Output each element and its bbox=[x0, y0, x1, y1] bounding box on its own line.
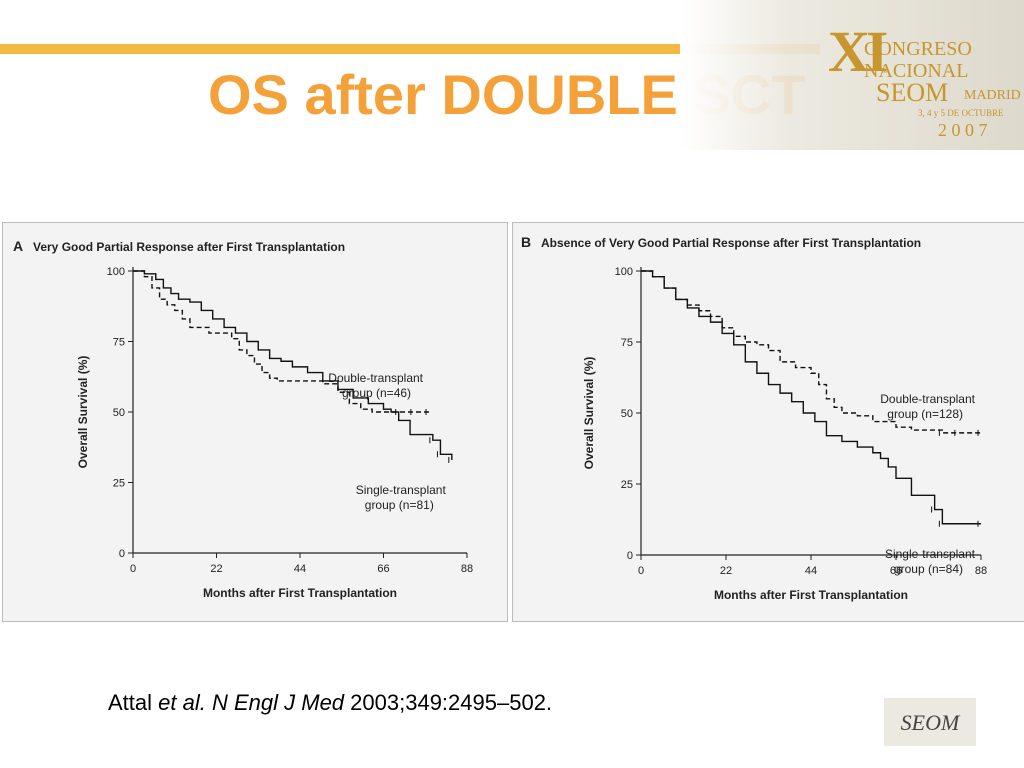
x-tick-label: 88 bbox=[461, 563, 473, 575]
y-tick-label: 25 bbox=[621, 479, 633, 491]
logo-numeral: XI bbox=[828, 19, 889, 84]
x-tick-label: 22 bbox=[210, 563, 222, 575]
y-tick-label: 100 bbox=[615, 266, 633, 278]
logo-dates: 3, 4 y 5 DE OCTUBRE bbox=[918, 108, 1004, 118]
y-axis-label: Overall Survival (%) bbox=[76, 356, 90, 469]
x-tick-label: 0 bbox=[638, 565, 644, 577]
logo-line-nacional: NACIONAL bbox=[864, 60, 969, 82]
panel-letter: A bbox=[13, 238, 23, 254]
x-tick-label: 66 bbox=[890, 565, 902, 577]
x-tick-label: 88 bbox=[975, 565, 987, 577]
y-tick-label: 0 bbox=[627, 550, 633, 562]
x-tick-label: 22 bbox=[720, 565, 732, 577]
x-axis-label: Months after First Transplantation bbox=[203, 586, 397, 600]
series-label-group: group (n=84) bbox=[894, 562, 963, 576]
series-label: Double-transplant bbox=[880, 392, 975, 406]
y-tick-label: 25 bbox=[113, 478, 125, 490]
y-tick-label: 0 bbox=[119, 548, 125, 560]
seom-small-logo: SEOM bbox=[884, 698, 976, 746]
panel-title: Very Good Partial Response after First T… bbox=[33, 240, 345, 254]
citation-journal: N Engl J Med bbox=[211, 690, 345, 715]
y-axis-label: Overall Survival (%) bbox=[582, 357, 596, 470]
series-line-double bbox=[641, 270, 981, 434]
title-accent-bar bbox=[0, 44, 820, 54]
citation-etal: et al. bbox=[158, 690, 206, 715]
series-label: Single-transplant bbox=[885, 547, 976, 561]
seom-logo-mark: SEOM bbox=[901, 710, 961, 735]
series-line-single bbox=[133, 270, 453, 460]
y-tick-label: 75 bbox=[621, 337, 633, 349]
chart-panel-a: A Very Good Partial Response after First … bbox=[2, 222, 508, 622]
series-line-single bbox=[641, 270, 981, 525]
logo-city: MADRID bbox=[964, 88, 1021, 103]
logo-line-congreso: CONGRESO bbox=[864, 38, 972, 60]
logo-year: 2 0 0 7 bbox=[938, 120, 988, 140]
y-tick-label: 75 bbox=[113, 337, 125, 349]
chart-a-svg: A Very Good Partial Response after First … bbox=[13, 238, 473, 600]
series-label-group: group (n=46) bbox=[342, 386, 411, 400]
series-label: Single-transplant bbox=[356, 483, 447, 497]
chart-b-svg: B Absence of Very Good Partial Response a… bbox=[521, 234, 987, 602]
citation: Attal et al. N Engl J Med 2003;349:2495–… bbox=[108, 690, 552, 716]
congress-logo: XI CONGRESO NACIONAL SEOM MADRID 3, 4 y … bbox=[680, 0, 1024, 150]
x-axis-label: Months after First Transplantation bbox=[714, 588, 908, 602]
series-label: Double-transplant bbox=[328, 371, 423, 385]
y-tick-label: 50 bbox=[113, 407, 125, 419]
y-tick-label: 100 bbox=[107, 266, 125, 278]
series-line-double bbox=[133, 270, 430, 413]
series-label-group: group (n=81) bbox=[365, 498, 434, 512]
chart-panel-b: B Absence of Very Good Partial Response a… bbox=[512, 222, 1024, 622]
citation-author: Attal bbox=[108, 690, 153, 715]
seom-logo-text: SEOM bbox=[901, 710, 961, 735]
panel-title: Absence of Very Good Partial Response af… bbox=[541, 236, 921, 250]
y-tick-label: 50 bbox=[621, 408, 633, 420]
logo-line-seom: SEOM bbox=[876, 78, 949, 107]
citation-ref: 2003;349:2495–502. bbox=[350, 690, 553, 715]
x-tick-label: 0 bbox=[130, 563, 136, 575]
x-tick-label: 66 bbox=[377, 563, 389, 575]
series-label-group: group (n=128) bbox=[887, 407, 963, 421]
panel-letter: B bbox=[521, 234, 531, 250]
x-tick-label: 44 bbox=[805, 565, 817, 577]
x-tick-label: 44 bbox=[294, 563, 306, 575]
logo-background bbox=[680, 0, 1024, 150]
